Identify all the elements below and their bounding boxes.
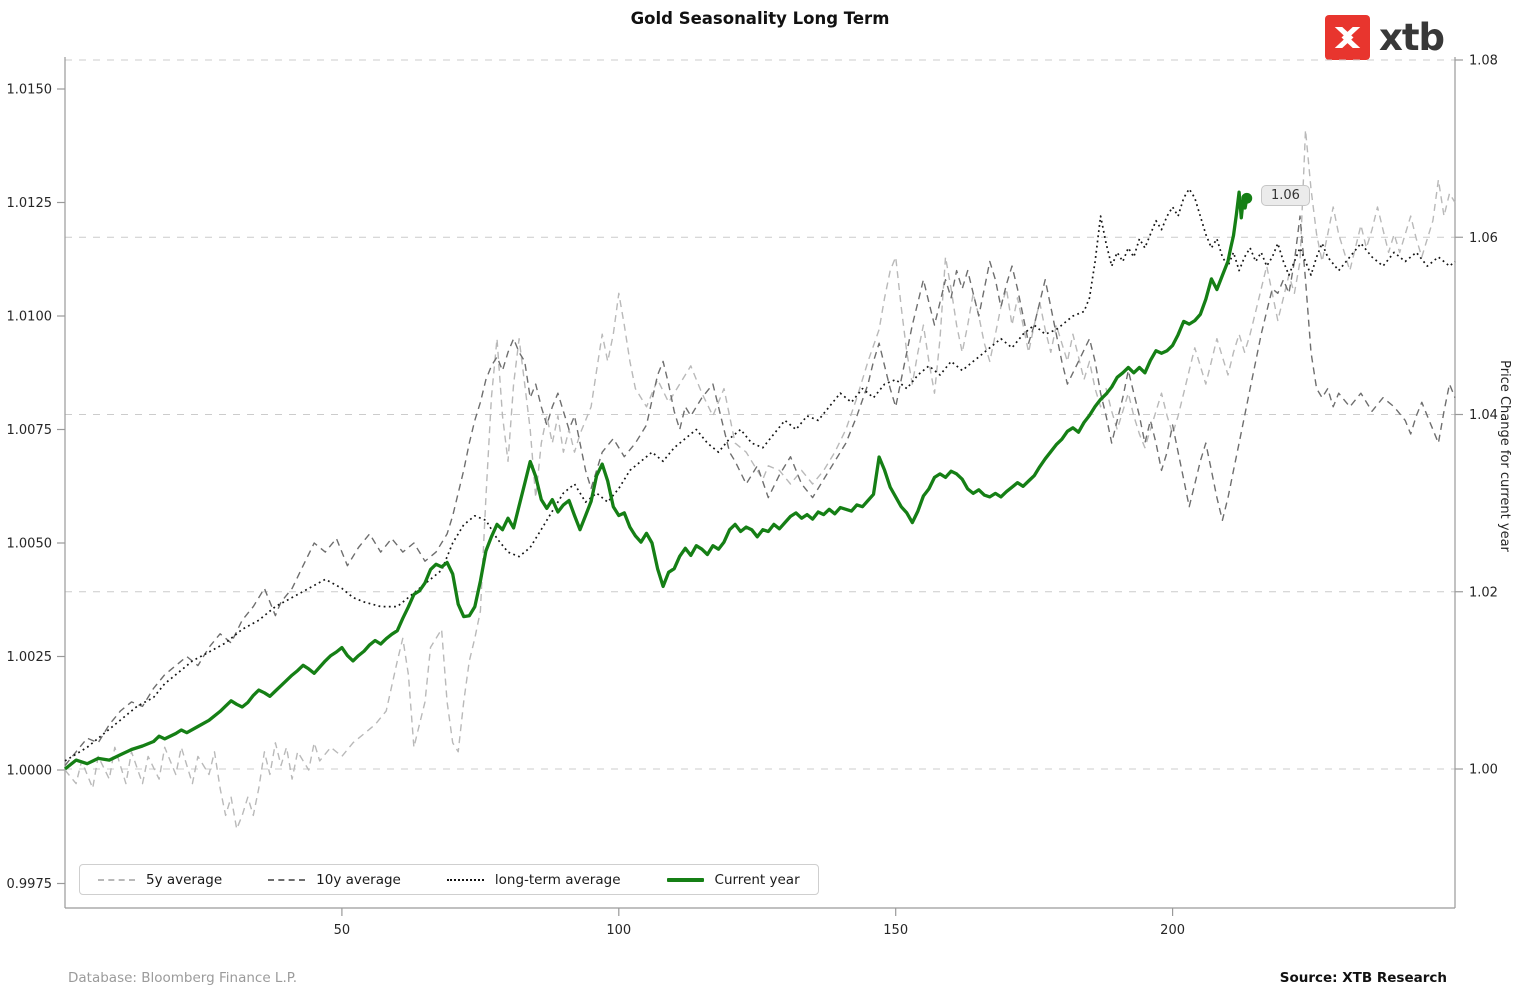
legend-item-current-year: Current year [666, 871, 800, 888]
solid-green-line-icon [666, 877, 704, 882]
x-tick-label: 100 [606, 923, 631, 938]
legend-label: 10y average [316, 871, 401, 888]
left-tick-label: 1.0150 [7, 83, 53, 98]
dotted-line-icon [446, 878, 484, 881]
left-tick-label: 1.0075 [7, 423, 53, 438]
right-tick-label: 1.02 [1469, 585, 1498, 600]
x-tick-label: 200 [1160, 923, 1185, 938]
xtb-logo-icon [1325, 15, 1370, 60]
chart-title: Gold Seasonality Long Term [630, 9, 890, 28]
xtb-logo-text: xtb [1379, 16, 1445, 59]
last-value-annotation: 1.06 [1261, 185, 1310, 206]
right-axis-title: Price Change for current year [1497, 360, 1512, 552]
left-tick-label: 1.0125 [7, 196, 53, 211]
series-end-dot-current [1241, 192, 1253, 204]
right-tick-label: 1.06 [1469, 231, 1498, 246]
chart-legend: 5y average 10y average long-term average… [79, 864, 819, 895]
left-tick-label: 1.0100 [7, 310, 53, 325]
right-tick-label: 1.00 [1469, 763, 1498, 778]
legend-label: 5y average [146, 871, 223, 888]
x-tick-label: 50 [334, 923, 351, 938]
left-tick-label: 1.0050 [7, 537, 53, 552]
dashed-dark-line-icon [268, 878, 306, 881]
left-tick-label: 1.0025 [7, 650, 53, 665]
source-credit: Source: XTB Research [1279, 970, 1447, 986]
legend-label: long-term average [494, 871, 621, 888]
left-tick-label: 0.9975 [7, 877, 53, 892]
xtb-logo: xtb [1325, 15, 1445, 60]
legend-item-10y-average: 10y average [268, 872, 401, 888]
database-credit: Database: Bloomberg Finance L.P. [68, 970, 298, 986]
legend-label: Current year [714, 871, 800, 888]
legend-item-5y-average: 5y average [98, 872, 222, 888]
right-tick-label: 1.04 [1469, 408, 1498, 423]
series-line-current [63, 190, 1249, 771]
series-line-avg10y [64, 215, 1456, 766]
x-tick-label: 150 [883, 923, 908, 938]
series-line-avg5y [64, 129, 1456, 830]
dashed-light-line-icon [98, 878, 135, 881]
left-tick-label: 1.0000 [7, 764, 53, 779]
legend-item-long-term-average: long-term average [446, 871, 621, 888]
right-tick-label: 1.08 [1469, 54, 1498, 69]
